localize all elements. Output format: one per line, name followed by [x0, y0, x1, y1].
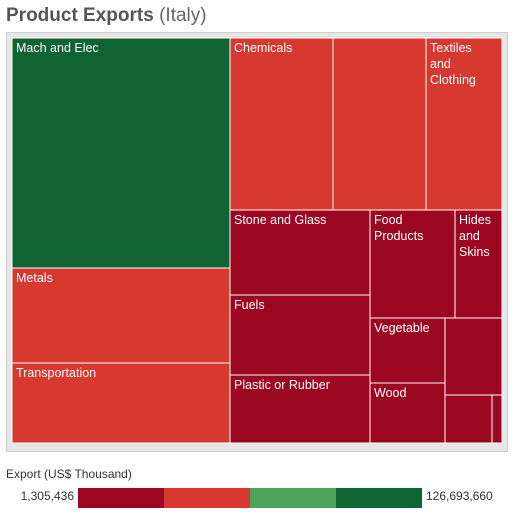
chart-title: Product Exports (Italy)	[6, 5, 207, 27]
treemap-tile-unlabeled-14[interactable]	[444, 394, 493, 444]
treemap-tile-label: Vegetable	[374, 321, 430, 335]
treemap-tile-rect	[229, 294, 371, 376]
treemap-tile-rect	[229, 37, 334, 211]
treemap-tile-rect	[491, 394, 503, 444]
treemap-tile-chemicals[interactable]: Chemicals	[229, 37, 334, 211]
treemap-tile-label: Wood	[374, 386, 406, 400]
legend-color-segment	[336, 488, 422, 508]
treemap-tile-label: Plastic or Rubber	[234, 378, 330, 392]
treemap-tile-label: Hides and Skins	[459, 213, 491, 259]
treemap-tile-label: Stone and Glass	[234, 213, 326, 227]
treemap-tile-label: Chemicals	[234, 41, 292, 55]
treemap-tile-label: Metals	[16, 271, 53, 285]
treemap-tile-rect	[11, 362, 231, 444]
treemap-tile-label: Food Products	[374, 213, 423, 243]
legend-color-segment	[78, 488, 164, 508]
treemap-tile-wood[interactable]: Wood	[369, 382, 446, 444]
treemap-tile-plastic-or-rubber[interactable]: Plastic or Rubber	[229, 374, 371, 444]
treemap-tile-rect	[369, 317, 446, 384]
treemap-tile-metals[interactable]: Metals	[11, 267, 231, 364]
legend-color-segment	[250, 488, 336, 508]
treemap-tile-label: Mach and Elec	[16, 41, 99, 55]
treemap-tile-fuels[interactable]: Fuels	[229, 294, 371, 376]
treemap-tile-rect	[425, 37, 503, 211]
legend-color-segment	[164, 488, 250, 508]
treemap-frame: Mach and Elec Metals Transportation Chemica…	[6, 32, 508, 452]
chart-title-sub: (Italy)	[159, 5, 207, 26]
treemap-tile-rect	[369, 209, 456, 319]
treemap-tile-transportation[interactable]: Transportation	[11, 362, 231, 444]
treemap-tile-rect	[332, 37, 427, 211]
treemap-tile-rect	[229, 209, 371, 296]
treemap-tile-label: Textiles and Clothing	[430, 41, 476, 87]
treemap: Mach and Elec Metals Transportation Chemica…	[11, 37, 503, 444]
treemap-tile-hides-and-skins[interactable]: Hides and Skins	[454, 209, 503, 319]
treemap-tile-rect	[444, 317, 503, 396]
treemap-tile-rect	[11, 37, 231, 269]
treemap-tile-food-products[interactable]: Food Products	[369, 209, 456, 319]
chart-title-main: Product Exports	[6, 5, 154, 26]
treemap-tile-textiles-and-clothing[interactable]: Textiles and Clothing	[425, 37, 503, 211]
treemap-tile-rect	[444, 394, 493, 444]
treemap-tile-unlabeled-15[interactable]	[491, 394, 503, 444]
treemap-tile-rect	[454, 209, 503, 319]
treemap-tile-unlabeled-12[interactable]	[444, 317, 503, 396]
treemap-tile-rect	[229, 374, 371, 444]
legend-max-label: 126,693,660	[426, 489, 493, 503]
treemap-tile-label: Fuels	[234, 298, 265, 312]
treemap-tile-vegetable[interactable]: Vegetable	[369, 317, 446, 384]
treemap-tile-unlabeled-4[interactable]	[332, 37, 427, 211]
treemap-tile-label: Transportation	[16, 366, 96, 380]
treemap-tile-stone-and-glass[interactable]: Stone and Glass	[229, 209, 371, 296]
treemap-tile-rect	[11, 267, 231, 364]
treemap-tile-mach-and-elec[interactable]: Mach and Elec	[11, 37, 231, 269]
legend-min-label: 1,305,436	[20, 489, 74, 503]
treemap-tile-rect	[369, 382, 446, 444]
legend-color-bar	[78, 488, 422, 508]
legend-title: Export (US$ Thousand)	[6, 467, 132, 481]
